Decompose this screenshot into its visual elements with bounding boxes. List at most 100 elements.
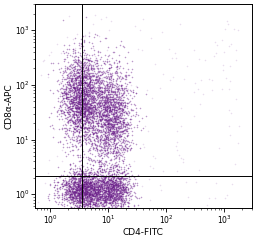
Point: [73, 167, 77, 171]
Point: [76, 72, 80, 75]
Point: [121, 91, 125, 95]
Point: [91, 187, 95, 191]
Point: [108, 167, 112, 171]
Point: [106, 101, 110, 105]
Point: [76, 89, 80, 93]
Point: [89, 185, 93, 189]
Point: [81, 75, 85, 79]
Point: [228, 79, 232, 83]
Point: [88, 198, 92, 202]
Point: [59, 109, 63, 113]
Point: [100, 101, 104, 105]
Point: [122, 117, 126, 120]
Point: [91, 177, 95, 181]
Point: [97, 191, 101, 195]
Point: [94, 107, 98, 111]
Point: [72, 87, 76, 90]
Point: [113, 195, 117, 199]
Point: [103, 198, 107, 202]
Point: [78, 123, 82, 127]
Point: [96, 104, 100, 108]
Point: [68, 114, 72, 118]
Point: [111, 187, 115, 191]
Point: [69, 65, 73, 68]
Point: [100, 116, 104, 120]
Point: [73, 60, 77, 63]
Point: [121, 131, 125, 135]
Point: [93, 178, 97, 182]
Point: [93, 143, 98, 147]
Point: [62, 110, 66, 114]
Point: [57, 195, 61, 199]
Point: [68, 208, 72, 212]
Point: [81, 98, 85, 102]
Point: [76, 107, 80, 110]
Point: [90, 68, 94, 72]
Point: [86, 83, 90, 87]
Point: [106, 84, 110, 88]
Point: [79, 190, 83, 194]
Point: [92, 202, 96, 206]
Point: [125, 186, 130, 190]
Point: [114, 111, 119, 115]
Point: [69, 94, 73, 98]
Point: [83, 93, 87, 96]
Point: [83, 74, 87, 78]
Point: [85, 185, 89, 188]
Point: [87, 195, 91, 199]
Point: [116, 132, 120, 136]
Point: [123, 144, 127, 148]
Point: [87, 105, 91, 108]
Point: [102, 103, 106, 107]
Point: [59, 94, 63, 98]
Point: [120, 144, 124, 148]
Point: [70, 99, 74, 102]
Point: [64, 91, 68, 94]
Point: [116, 87, 120, 91]
Point: [98, 74, 102, 77]
Point: [111, 194, 115, 198]
Point: [73, 191, 77, 194]
Point: [114, 203, 118, 207]
Point: [78, 88, 82, 92]
Point: [123, 173, 127, 177]
Point: [80, 86, 84, 90]
Point: [87, 175, 91, 179]
Point: [122, 200, 126, 204]
Point: [74, 106, 78, 110]
Point: [78, 86, 82, 90]
Point: [127, 110, 131, 114]
Point: [62, 182, 66, 186]
Point: [110, 185, 114, 188]
Point: [113, 191, 117, 195]
Point: [70, 66, 74, 70]
Point: [122, 120, 126, 124]
Point: [107, 28, 111, 32]
Point: [104, 197, 109, 201]
Point: [113, 178, 117, 182]
Point: [111, 122, 115, 126]
Point: [91, 132, 95, 135]
Point: [82, 89, 86, 93]
Point: [83, 96, 87, 100]
Point: [83, 105, 87, 108]
Point: [95, 196, 99, 200]
Point: [173, 97, 177, 101]
Point: [135, 183, 140, 187]
Point: [106, 181, 110, 185]
Point: [67, 105, 71, 108]
Point: [72, 130, 76, 134]
Point: [106, 97, 110, 100]
Point: [74, 90, 78, 94]
Point: [68, 184, 72, 188]
Point: [96, 196, 100, 200]
Point: [89, 142, 93, 146]
Point: [76, 74, 80, 78]
Point: [93, 121, 98, 125]
Point: [98, 109, 102, 113]
Point: [71, 37, 76, 41]
Point: [62, 183, 66, 187]
Point: [87, 90, 91, 94]
Point: [103, 141, 107, 145]
Point: [67, 90, 71, 94]
